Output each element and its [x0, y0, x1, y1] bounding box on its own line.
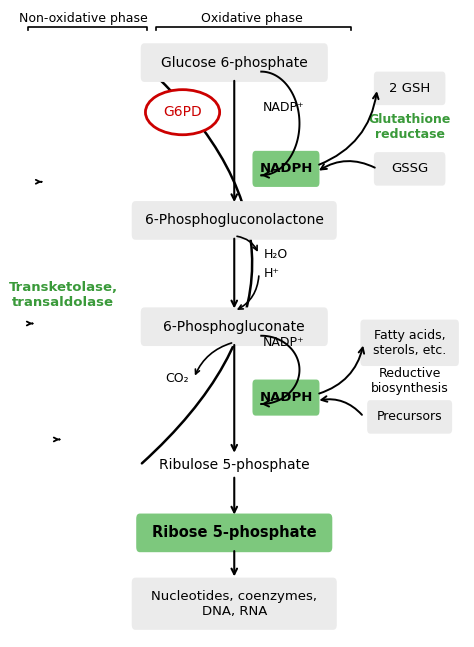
Text: Ribose 5-phosphate: Ribose 5-phosphate: [152, 525, 317, 540]
Text: 6-Phosphogluconate: 6-Phosphogluconate: [164, 320, 305, 334]
Text: Reductive
biosynthesis: Reductive biosynthesis: [371, 367, 448, 395]
FancyBboxPatch shape: [253, 151, 319, 187]
FancyArrowPatch shape: [195, 343, 232, 374]
FancyArrowPatch shape: [319, 347, 364, 393]
FancyBboxPatch shape: [253, 380, 319, 415]
FancyBboxPatch shape: [141, 307, 328, 346]
Text: NADP⁺: NADP⁺: [263, 336, 304, 349]
Text: Precursors: Precursors: [377, 410, 442, 423]
Text: H⁺: H⁺: [264, 267, 280, 280]
Text: 6-Phosphogluconolactone: 6-Phosphogluconolactone: [145, 214, 324, 228]
Text: Fatty acids,
sterols, etc.: Fatty acids, sterols, etc.: [373, 329, 447, 357]
Text: 2 GSH: 2 GSH: [389, 82, 430, 95]
Text: CO₂: CO₂: [165, 372, 189, 385]
FancyBboxPatch shape: [367, 400, 452, 433]
Text: Oxidative phase: Oxidative phase: [201, 12, 303, 25]
FancyBboxPatch shape: [374, 72, 446, 105]
Text: NADP⁺: NADP⁺: [263, 101, 304, 114]
Text: Glutathione
reductase: Glutathione reductase: [368, 113, 451, 141]
Text: NADPH: NADPH: [259, 162, 313, 175]
Text: Non-oxidative phase: Non-oxidative phase: [19, 12, 148, 25]
FancyBboxPatch shape: [360, 320, 459, 366]
Text: G6PD: G6PD: [163, 105, 202, 119]
Text: Ribulose 5-phosphate: Ribulose 5-phosphate: [159, 458, 310, 472]
FancyBboxPatch shape: [141, 43, 328, 82]
Text: Glucose 6-phosphate: Glucose 6-phosphate: [161, 56, 308, 70]
Text: Nucleotides, coenzymes,
DNA, RNA: Nucleotides, coenzymes, DNA, RNA: [151, 589, 317, 618]
FancyBboxPatch shape: [132, 578, 337, 630]
FancyArrowPatch shape: [238, 276, 259, 309]
FancyArrowPatch shape: [319, 93, 379, 164]
Text: H₂O: H₂O: [264, 248, 288, 261]
FancyArrowPatch shape: [237, 236, 257, 250]
Text: Transketolase,
transaldolase: Transketolase, transaldolase: [9, 281, 118, 309]
FancyBboxPatch shape: [136, 514, 332, 552]
Ellipse shape: [146, 90, 219, 135]
Text: NADPH: NADPH: [259, 391, 313, 404]
Text: GSSG: GSSG: [391, 162, 428, 175]
FancyBboxPatch shape: [374, 152, 446, 186]
FancyArrowPatch shape: [142, 67, 252, 463]
FancyArrowPatch shape: [321, 396, 362, 415]
FancyBboxPatch shape: [132, 201, 337, 240]
FancyArrowPatch shape: [321, 161, 375, 170]
